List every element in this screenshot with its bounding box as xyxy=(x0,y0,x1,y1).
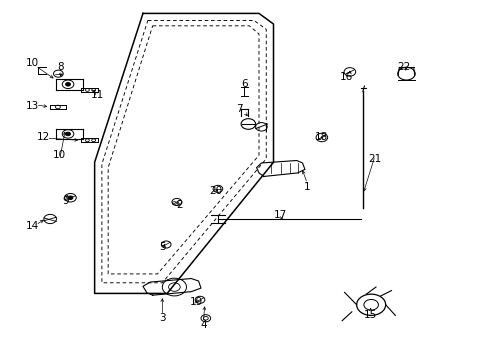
Text: 8: 8 xyxy=(58,62,64,72)
Text: 18: 18 xyxy=(315,132,328,143)
Text: 4: 4 xyxy=(200,320,206,330)
Text: 10: 10 xyxy=(26,58,39,68)
Text: 21: 21 xyxy=(367,154,381,164)
Circle shape xyxy=(68,196,73,199)
Text: 1: 1 xyxy=(304,182,310,192)
Text: 16: 16 xyxy=(339,72,352,82)
Text: 2: 2 xyxy=(176,200,182,210)
Text: 22: 22 xyxy=(397,62,410,72)
Text: 19: 19 xyxy=(189,297,203,307)
Text: 12: 12 xyxy=(37,132,50,143)
Text: 14: 14 xyxy=(26,221,40,231)
Text: 15: 15 xyxy=(363,310,376,320)
Text: 17: 17 xyxy=(274,211,287,220)
Circle shape xyxy=(65,132,70,136)
Text: 7: 7 xyxy=(236,104,243,114)
Text: 10: 10 xyxy=(53,150,66,160)
Text: 9: 9 xyxy=(62,196,69,206)
Text: 11: 11 xyxy=(90,90,103,100)
Text: 20: 20 xyxy=(208,186,222,195)
Text: 6: 6 xyxy=(241,79,247,89)
Text: 3: 3 xyxy=(159,313,165,323)
Text: 5: 5 xyxy=(159,242,165,252)
Text: 13: 13 xyxy=(26,100,40,111)
Circle shape xyxy=(65,82,70,86)
